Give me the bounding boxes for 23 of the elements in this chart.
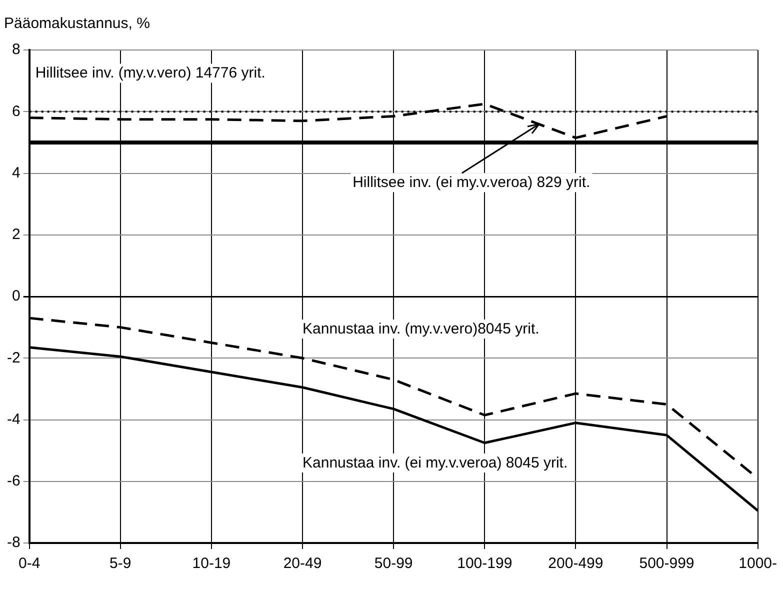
y-tick-label: 4 [12,164,20,182]
x-tick-label: 10-19 [192,555,231,572]
y-tick-label: 6 [12,102,20,120]
text: Hillitsee inv. (ei my.v.veroa) 829 yrit. [352,174,590,192]
y-tick-label: -8 [6,534,20,552]
y-tick-label: 0 [12,288,20,305]
x-tick-label: 100-199 [457,555,512,572]
y-tick-label: -6 [6,472,20,490]
x-tick-label: 1000- [738,555,778,572]
x-tick-label: 0-4 [18,555,40,572]
x-tick-label: 200-499 [548,555,604,572]
y-tick-label: 8 [12,41,20,58]
y-tick-label: -4 [6,410,20,428]
x-tick-label: 50-99 [374,555,413,572]
series-label: Kannustaa inv. (my.v.vero)8045 yrit. [302,320,540,338]
x-tick-label: 500-999 [639,555,694,572]
series-label: Kannustaa inv. (ei my.v.veroa) 8045 yrit. [302,454,568,472]
y-tick-label: 2 [12,226,20,244]
y-tick-label: -2 [6,349,20,366]
x-tick-label: 20-49 [283,555,322,572]
x-tick-label: 5-9 [110,555,132,572]
y-axis-title: Pääomakustannus, % [4,15,150,32]
series-label: Hillitsee inv. (my.v.vero) 14776 yrit. [35,64,266,82]
